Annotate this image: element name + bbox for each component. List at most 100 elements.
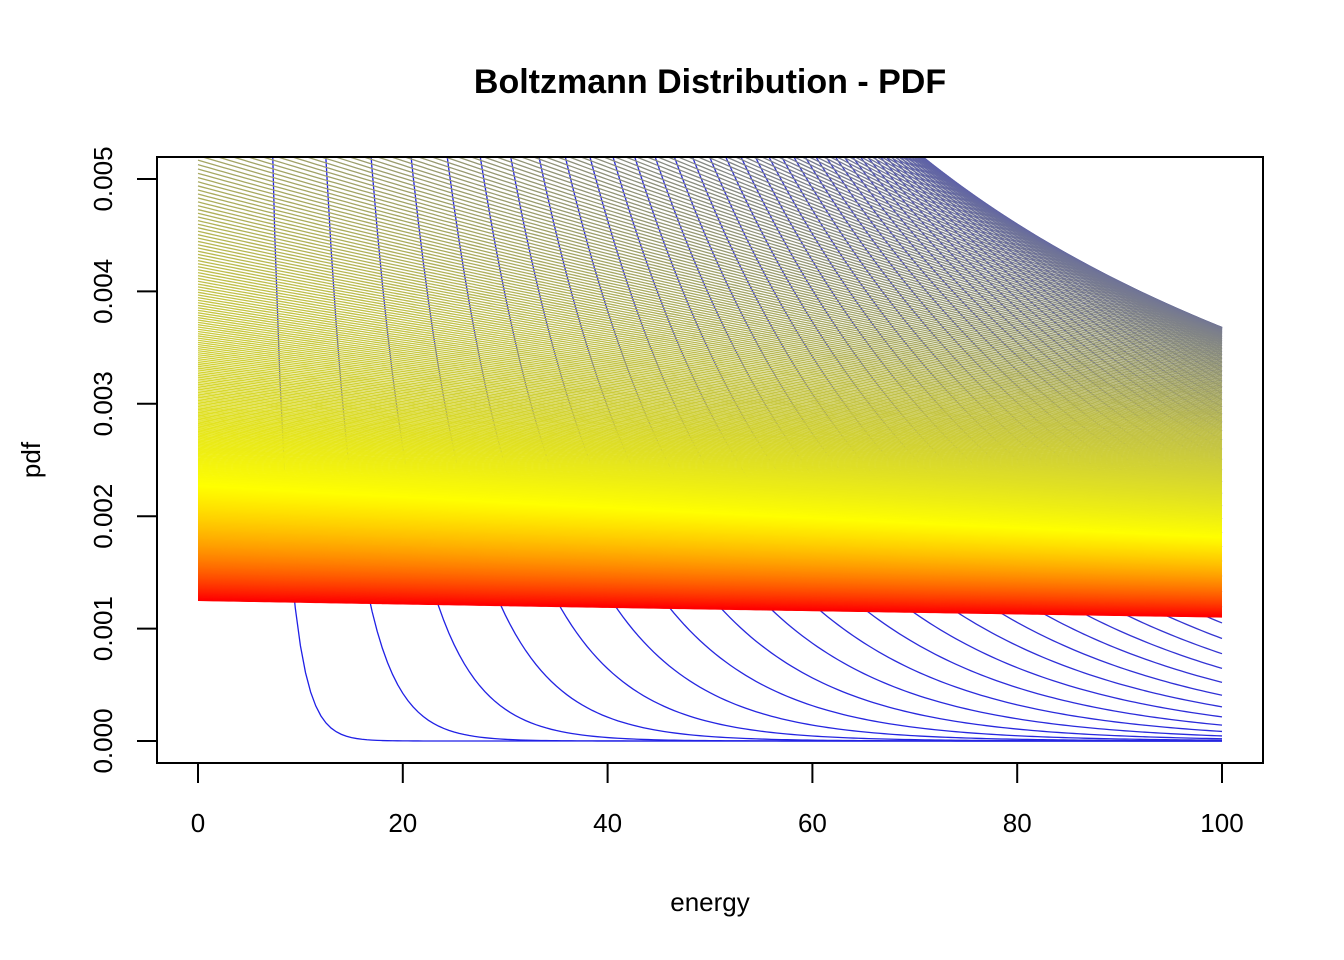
pdf-curve — [841, 157, 1223, 329]
pdf-curve — [197, 330, 1223, 458]
pdf-curve — [197, 422, 1223, 503]
x-axis: 0 20 40 60 80 100 — [191, 762, 1244, 838]
pdf-curve — [197, 405, 1223, 494]
pdf-curve — [197, 286, 1223, 439]
pdf-curve — [197, 448, 1223, 517]
pdf-curve — [197, 404, 1223, 493]
pdf-curve — [197, 337, 1223, 461]
pdf-curve — [197, 388, 1223, 485]
x-axis-label: energy — [670, 887, 750, 917]
pdf-curve — [197, 443, 1223, 514]
pdf-curve — [197, 447, 1223, 517]
pdf-curve — [200, 157, 1223, 394]
pdf-curve — [197, 435, 1223, 510]
pdf-curve — [197, 391, 1223, 487]
pdf-curve — [197, 438, 1223, 511]
pdf-curve — [197, 455, 1223, 521]
pdf-curve — [443, 157, 1223, 372]
pdf-curve — [197, 454, 1223, 520]
pdf-curve — [197, 341, 1223, 463]
pdf-curve — [389, 157, 1223, 377]
y-tick-label: 0.001 — [88, 596, 118, 661]
pdf-curve — [481, 157, 1223, 368]
pdf-curve — [197, 410, 1223, 496]
pdf-curve — [760, 157, 1223, 337]
pdf-curve — [197, 426, 1223, 505]
pdf-curve — [197, 407, 1223, 495]
pdf-curve — [792, 157, 1223, 333]
pdf-curve — [197, 449, 1223, 518]
x-tick-label: 40 — [593, 808, 622, 838]
pdf-curve — [197, 433, 1223, 508]
pdf-curve — [197, 418, 1223, 501]
pdf-curve — [197, 399, 1223, 491]
pdf-curve — [197, 462, 1223, 525]
pdf-curve — [197, 339, 1223, 462]
pdf-curve — [197, 350, 1223, 466]
y-tick-label: 0.004 — [88, 259, 118, 324]
pdf-curve — [197, 385, 1223, 483]
pdf-curve — [724, 157, 1223, 341]
pdf-curve — [768, 157, 1223, 336]
pdf-curve — [197, 237, 1223, 421]
pdf-curve — [333, 157, 1223, 383]
pdf-curve — [197, 223, 1223, 416]
pdf-curve — [197, 421, 1223, 502]
pdf-curve — [197, 333, 1223, 459]
pdf-curve — [197, 381, 1223, 482]
y-tick-label: 0.005 — [88, 146, 118, 211]
pdf-curve — [197, 463, 1223, 526]
pdf-curve — [197, 193, 1223, 406]
pdf-curve — [230, 157, 1223, 392]
pdf-curve — [197, 436, 1223, 511]
pdf-curve — [260, 157, 1223, 389]
pdf-curve — [197, 299, 1223, 444]
pdf-curve — [197, 356, 1223, 469]
pdf-curve — [715, 157, 1223, 342]
pdf-curve — [889, 157, 1223, 330]
pdf-curve — [197, 453, 1223, 520]
pdf-curve — [197, 163, 1223, 397]
pdf-curve — [843, 157, 1223, 507]
pdf-curve — [215, 157, 1223, 393]
pdf-curve — [197, 414, 1223, 498]
y-axis: 0.000 0.001 0.002 0.003 0.004 0.005 — [88, 146, 158, 774]
pdf-curve — [531, 157, 1223, 363]
y-tick-label: 0.003 — [88, 371, 118, 436]
pdf-curve — [785, 157, 1223, 334]
pdf-curve — [691, 157, 1223, 683]
pdf-curve — [893, 157, 1223, 330]
pdf-curve — [507, 157, 1223, 365]
pdf-curve — [197, 420, 1223, 501]
pdf-curve — [197, 383, 1223, 482]
pdf-curve — [197, 176, 1223, 401]
pdf-curve — [304, 157, 1223, 385]
pdf-curve — [197, 304, 1223, 446]
pdf-curve — [197, 212, 1223, 412]
pdf-curves — [197, 157, 1223, 742]
pdf-curve — [197, 401, 1223, 491]
pdf-curve — [197, 459, 1223, 524]
pdf-curve — [634, 157, 1223, 351]
pdf-curve — [197, 451, 1223, 518]
pdf-curve — [479, 157, 1223, 742]
pdf-curve — [197, 599, 1223, 618]
pdf-curve — [197, 358, 1223, 470]
y-tick-label: 0.000 — [88, 708, 118, 773]
pdf-curve — [197, 294, 1223, 442]
pdf-curve — [197, 425, 1223, 504]
pdf-curve — [197, 280, 1223, 437]
pdf-curve — [197, 376, 1223, 479]
pdf-curve — [875, 157, 1223, 329]
pdf-curve — [197, 374, 1223, 478]
pdf-curve — [666, 157, 1223, 348]
pdf-curve — [197, 227, 1223, 417]
pdf-curve — [245, 157, 1223, 390]
pdf-curve — [197, 168, 1223, 398]
pdf-curve — [197, 408, 1223, 495]
pdf-curve — [751, 157, 1223, 338]
pdf-curve — [197, 428, 1223, 506]
pdf-curve — [686, 157, 1223, 345]
pdf-curve — [197, 309, 1223, 449]
pdf-curve — [416, 157, 1223, 375]
